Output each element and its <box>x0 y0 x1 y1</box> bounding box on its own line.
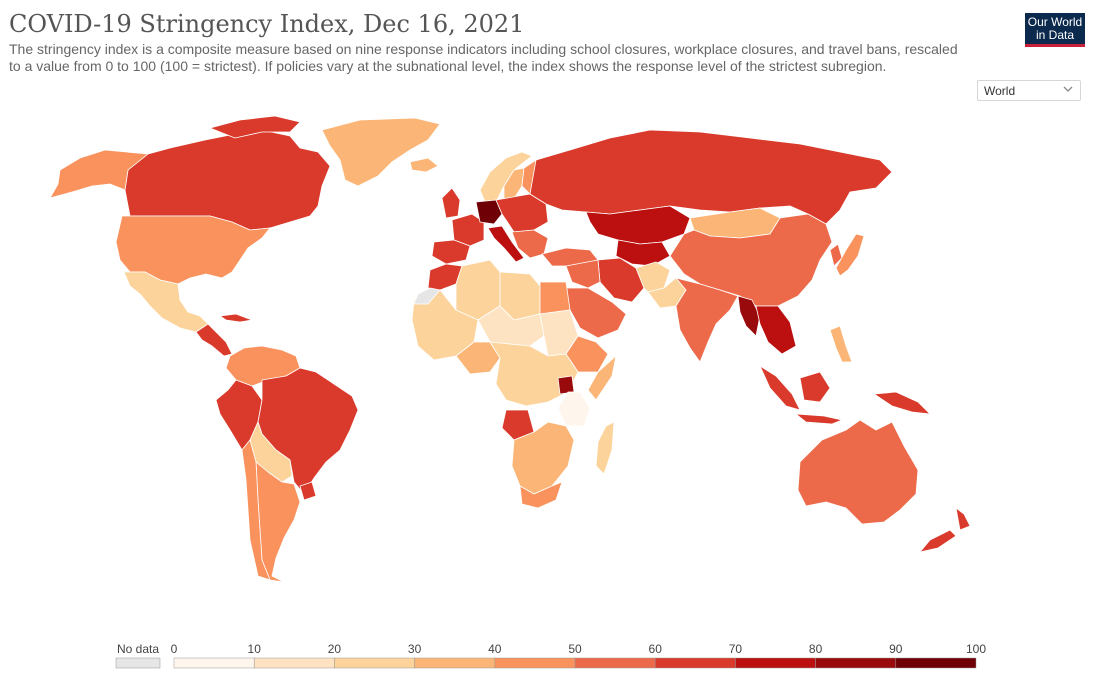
country-kenya-tanzania[interactable] <box>557 391 591 427</box>
country-india[interactable] <box>675 277 739 363</box>
legend-tick-label: 80 <box>809 642 823 656</box>
country-kazakhstan[interactable] <box>585 205 691 245</box>
country-germany[interactable] <box>475 199 503 225</box>
country-new-zealand-south[interactable] <box>919 529 957 553</box>
legend-tick-label: 10 <box>248 642 262 656</box>
country-myanmar[interactable] <box>737 295 761 337</box>
country-saudi-arabia[interactable] <box>565 287 627 339</box>
legend-tick-label: 70 <box>729 642 743 656</box>
country-cuba[interactable] <box>219 313 253 323</box>
country-southern-africa[interactable] <box>511 421 575 495</box>
legend-tick-label: 20 <box>328 642 342 656</box>
legend-tick-label: 50 <box>568 642 582 656</box>
country-central-america[interactable] <box>195 323 233 357</box>
legend-bin <box>253 657 335 669</box>
country-canada-islands[interactable] <box>209 115 301 139</box>
country-alaska[interactable] <box>49 149 149 199</box>
world-map[interactable] <box>0 110 1100 630</box>
country-mexico[interactable] <box>123 271 209 333</box>
region-select[interactable]: World <box>977 80 1081 101</box>
country-iran[interactable] <box>597 257 645 303</box>
legend-tick-label: 100 <box>966 642 986 656</box>
country-indonesia-sumatra[interactable] <box>759 365 801 411</box>
country-japan[interactable] <box>835 233 865 277</box>
country-russia[interactable] <box>529 129 893 225</box>
country-indochina[interactable] <box>755 305 797 355</box>
country-iceland[interactable] <box>409 157 439 173</box>
legend-bin <box>334 657 415 669</box>
legend-ticks: 0 10 20 30 40 50 60 70 80 90 100 <box>171 642 987 656</box>
logo-line-2: in Data <box>1035 28 1075 42</box>
country-iraq-syria[interactable] <box>565 259 601 289</box>
country-south-africa[interactable] <box>519 481 563 509</box>
legend-bin <box>654 657 736 669</box>
country-egypt[interactable] <box>539 281 571 315</box>
color-legend: No data 0 10 20 30 40 50 60 70 80 90 100 <box>115 642 987 669</box>
legend-tick-label: 30 <box>408 642 422 656</box>
country-indonesia-java[interactable] <box>795 413 843 425</box>
legend-tick-label: 60 <box>649 642 663 656</box>
chart-title: COVID-19 Stringency Index, Dec 16, 2021 <box>9 10 525 38</box>
chart-subtitle: The stringency index is a composite meas… <box>9 41 958 74</box>
country-central-asia[interactable] <box>615 239 671 267</box>
country-canada[interactable] <box>124 129 331 231</box>
country-western-sahara[interactable] <box>413 287 441 305</box>
chevron-down-icon <box>1063 86 1073 92</box>
country-uk[interactable] <box>441 187 461 219</box>
country-new-zealand[interactable] <box>955 507 971 531</box>
country-australia[interactable] <box>797 419 919 525</box>
country-central-africa[interactable] <box>489 341 579 407</box>
country-italy[interactable] <box>487 225 525 263</box>
legend-no-data-label: No data <box>117 642 159 656</box>
country-madagascar[interactable] <box>595 421 615 475</box>
owid-logo[interactable]: Our World in Data <box>1025 13 1085 47</box>
legend-bin <box>574 657 656 669</box>
country-philippines[interactable] <box>829 325 853 363</box>
legend-bins <box>173 657 977 669</box>
legend-tick-label: 40 <box>488 642 502 656</box>
legend-tick-label: 0 <box>171 642 178 656</box>
legend-bin <box>173 657 255 669</box>
country-chile[interactable] <box>241 439 271 581</box>
legend-bin <box>494 657 576 669</box>
logo-line-1: Our World <box>1027 15 1083 29</box>
country-spain[interactable] <box>431 239 471 265</box>
legend-bin <box>735 657 816 669</box>
country-greenland[interactable] <box>321 117 441 187</box>
country-uganda[interactable] <box>557 375 575 395</box>
country-somalia[interactable] <box>587 355 617 401</box>
legend-tick-label: 90 <box>889 642 903 656</box>
country-papua[interactable] <box>873 391 931 415</box>
country-uruguay[interactable] <box>299 481 317 501</box>
region-select-value: World <box>984 84 1016 98</box>
legend-bin <box>414 657 496 669</box>
legend-bin <box>895 657 977 669</box>
country-indonesia-borneo[interactable] <box>799 371 831 403</box>
legend-no-data-swatch <box>115 657 161 669</box>
legend-bin <box>815 657 897 669</box>
chart-header: COVID-19 Stringency Index, Dec 16, 2021 … <box>9 8 1009 75</box>
